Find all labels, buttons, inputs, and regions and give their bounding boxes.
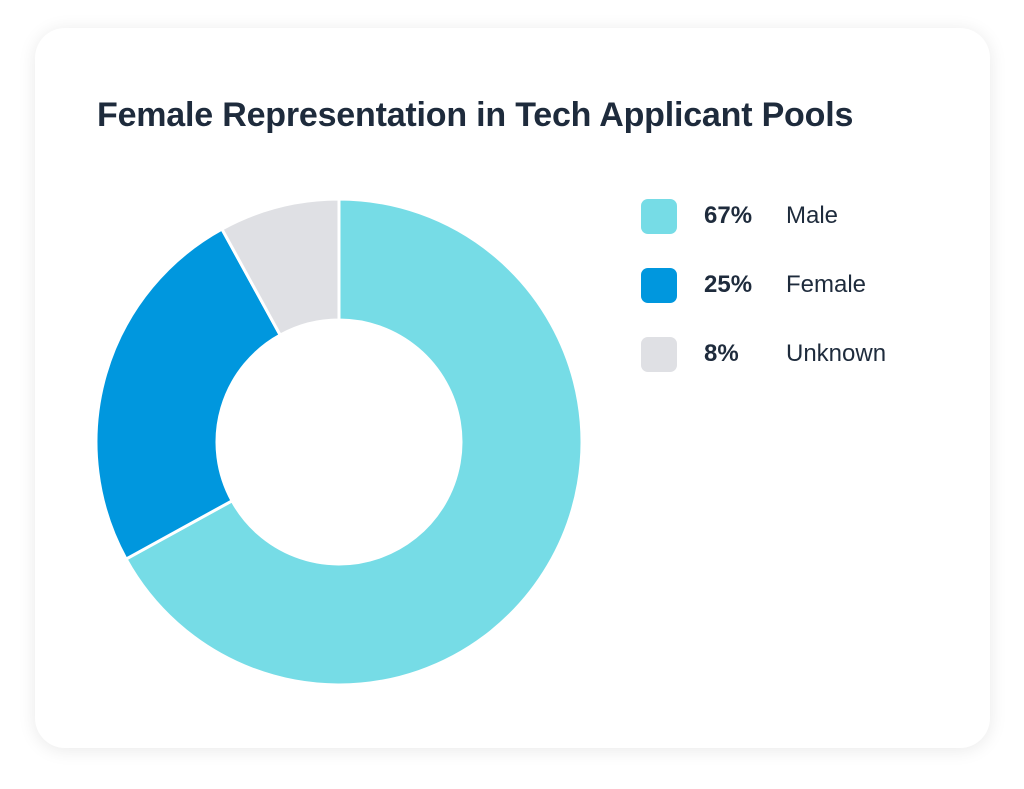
legend-percent: 8% [704,340,739,367]
legend-label: Unknown [786,340,887,367]
legend-swatch [641,337,677,372]
donut-slice-unknown [219,197,341,338]
legend-label: Female [786,271,867,298]
donut-slice-female [94,227,283,562]
chart-title: Female Representation in Tech Applicant … [97,96,854,134]
legend-percent: 67% [704,202,753,229]
legend-swatch [641,268,677,303]
legend-percent: 25% [704,271,753,298]
legend-swatch [641,199,677,234]
donut-slice-male [124,197,584,687]
legend-label: Male [786,202,839,229]
